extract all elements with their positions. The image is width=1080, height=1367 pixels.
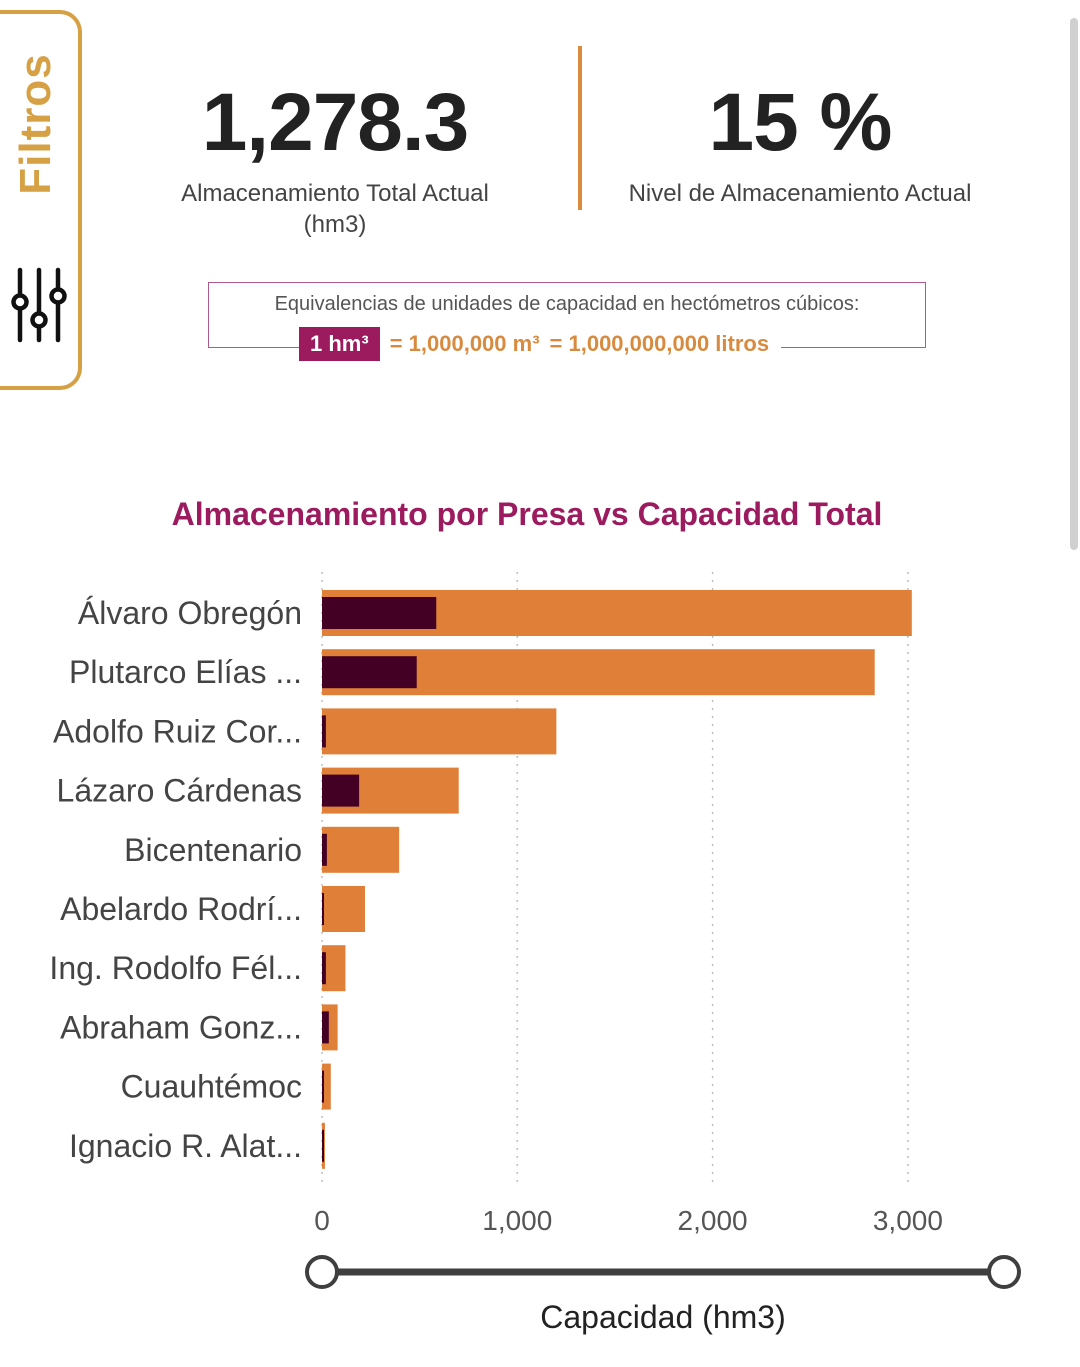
storage-bar-8 (322, 1070, 324, 1103)
kpi-total-storage-label: Almacenamiento Total Actual (hm3) (150, 178, 520, 240)
storage-bar-chart: Álvaro Obregón Plutarco Elías ... Adolfo R… (49, 572, 1021, 1335)
capacity-bar-5 (322, 886, 365, 932)
equivalence-cubic-meters: = 1,000,000 m³ (389, 331, 540, 356)
kpi-storage-level: 15 % Nivel de Almacenamiento Actual (600, 82, 1000, 209)
equivalence-liters: = 1,000,000,000 litros (549, 331, 770, 356)
capacity-bar-2 (322, 708, 557, 755)
x-tick-label-3: 3,000 (873, 1205, 943, 1236)
category-label-3: Lázaro Cárdenas (57, 773, 302, 809)
equivalence-unit-badge: 1 hm³ (299, 327, 380, 361)
kpi-storage-level-label: Nivel de Almacenamiento Actual (628, 180, 972, 207)
category-label-1: Plutarco Elías ... (69, 654, 302, 690)
filters-label: Filtros (11, 53, 60, 195)
kpi-total-storage-label-line2: (hm3) (303, 211, 367, 238)
category-label-4: Bicentenario (124, 832, 302, 868)
capacity-bar-4 (322, 826, 400, 873)
storage-bar-0 (322, 597, 437, 629)
equivalence-row: 1 hm³ = 1,000,000 m³ = 1,000,000,000 lit… (299, 325, 782, 363)
equivalence-box: Equivalencias de unidades de capacidad e… (208, 282, 926, 363)
category-label-2: Adolfo Ruiz Cor... (53, 713, 302, 749)
range-slider-max-handle[interactable] (987, 1255, 1021, 1289)
storage-bar-5 (322, 893, 324, 925)
capacity-bar-6 (322, 945, 346, 992)
kpi-total-storage-label-line1: Almacenamiento Total Actual (181, 180, 489, 207)
category-label-5: Abelardo Rodrí... (60, 891, 302, 927)
kpi-storage-level-value: 15 % (708, 77, 893, 168)
x-axis-title: Capacidad (hm3) (540, 1299, 785, 1335)
category-label-8: Cuauhtémoc (121, 1069, 302, 1105)
x-tick-label-2: 2,000 (678, 1205, 748, 1236)
storage-bar-7 (322, 1011, 329, 1044)
x-tick-label-1: 1,000 (482, 1205, 552, 1236)
kpi-divider (578, 46, 582, 210)
storage-bar-9 (322, 1129, 324, 1162)
category-label-6: Ing. Rodolfo Fél... (49, 950, 302, 986)
equivalence-text: Equivalencias de unidades de capacidad e… (274, 293, 860, 315)
sliders-icon (11, 267, 67, 343)
range-slider-min-handle[interactable] (305, 1255, 339, 1289)
kpi-total-storage: 1,278.3 Almacenamiento Total Actual (hm3… (150, 82, 520, 240)
category-label-9: Ignacio R. Alat... (69, 1128, 302, 1164)
filters-tab[interactable]: Filtros (0, 10, 82, 390)
storage-bar-1 (322, 656, 417, 689)
category-label-7: Abraham Gonz... (60, 1009, 302, 1045)
scrollbar[interactable] (1070, 18, 1078, 550)
chart-title: Almacenamiento por Presa vs Capacidad To… (171, 496, 883, 532)
category-label-0: Álvaro Obregón (78, 595, 302, 631)
capacity-bar-8 (322, 1063, 331, 1110)
storage-bar-3 (322, 774, 360, 807)
storage-bar-6 (322, 952, 326, 985)
storage-bar-2 (322, 715, 326, 748)
storage-bar-4 (322, 833, 327, 866)
x-tick-label-0: 0 (314, 1205, 330, 1236)
kpi-total-storage-value: 1,278.3 (201, 77, 470, 168)
